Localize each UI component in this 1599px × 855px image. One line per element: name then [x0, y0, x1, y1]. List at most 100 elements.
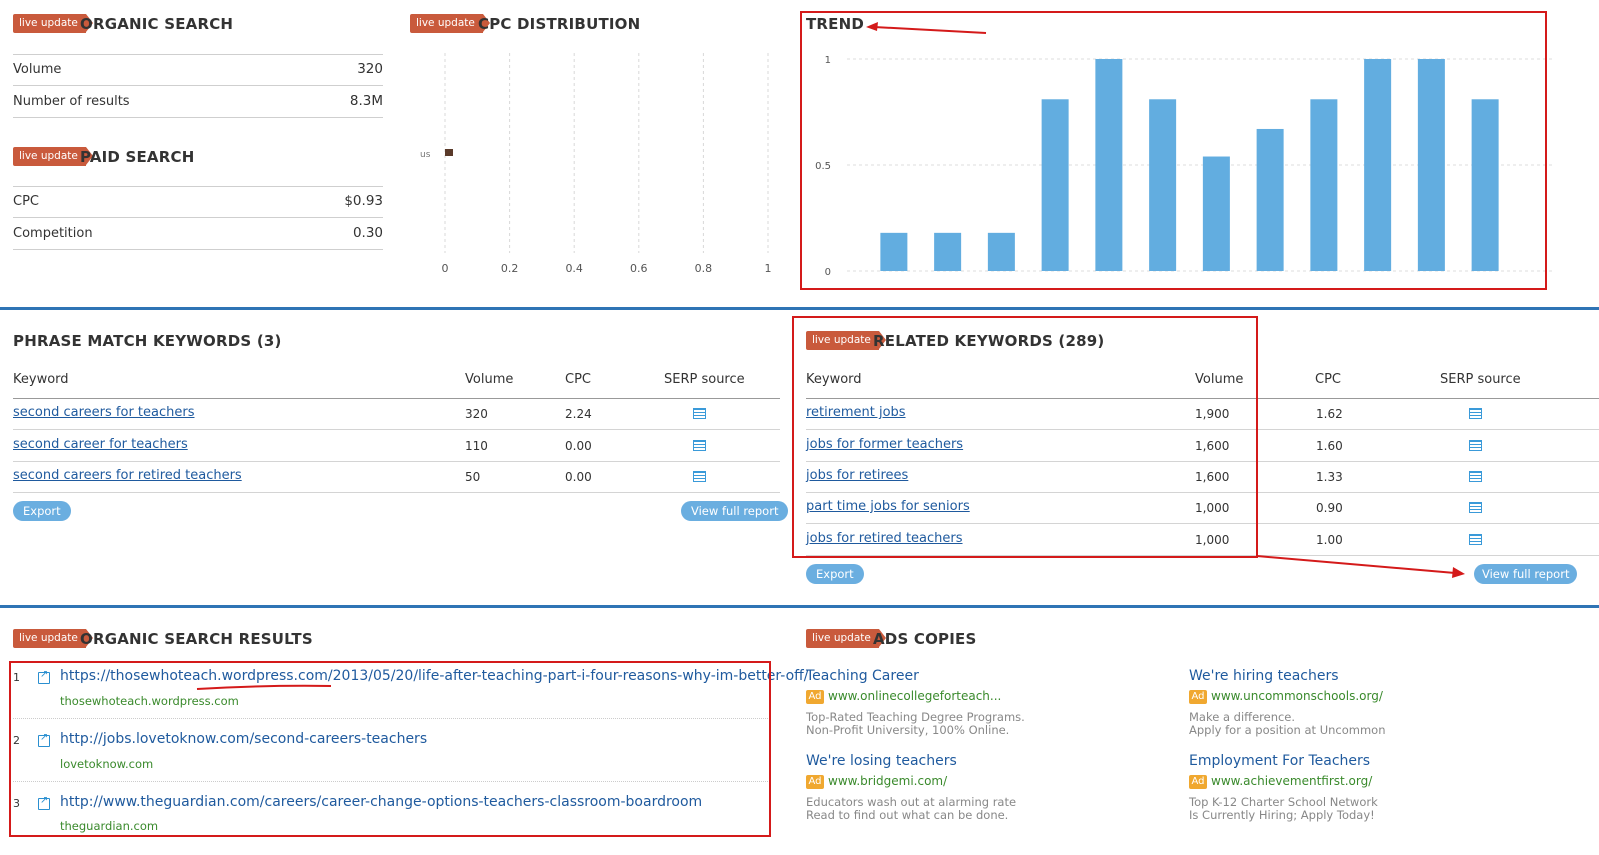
volume-cell: 1,000 — [1195, 501, 1230, 515]
col-volume: Volume — [465, 372, 514, 387]
divider — [13, 54, 383, 55]
y-tick-label: 0.5 — [815, 161, 831, 172]
cpc-cell: 1.00 — [1316, 533, 1343, 547]
ad-desc-line: Read to find out what can be done. — [806, 808, 1009, 822]
volume-cell: 1,600 — [1195, 439, 1230, 453]
table-row: second career for teachers 110 0.00 — [13, 430, 780, 462]
ad-desc-line: Top-Rated Teaching Degree Programs. — [806, 710, 1025, 724]
volume-cell: 50 — [465, 470, 481, 484]
trend-bar — [1149, 99, 1177, 271]
trend-bar — [1310, 99, 1338, 271]
trend-bar — [1095, 59, 1123, 271]
table-row: part time jobs for seniors 1,000 0.90 — [806, 492, 1599, 524]
result-domain: theguardian.com — [60, 819, 159, 833]
view-full-report-button[interactable]: View full report — [681, 501, 789, 521]
serp-source-icon[interactable] — [1469, 471, 1482, 482]
keyword-link[interactable]: retirement jobs — [806, 405, 906, 420]
cpc-distribution-title: CPC DISTRIBUTION — [478, 15, 641, 33]
serp-source-icon[interactable] — [693, 440, 706, 451]
cpc-cell: 0.00 — [565, 470, 592, 484]
keyword-link[interactable]: second careers for teachers — [13, 405, 195, 420]
result-number: 2 — [13, 734, 20, 747]
keyword-link[interactable]: jobs for former teachers — [806, 437, 964, 452]
ad-description: Educators wash out at alarming rate Read… — [806, 796, 1016, 822]
export-button[interactable]: Export — [13, 501, 71, 521]
live-update-badge: live update — [410, 14, 490, 33]
ad-description: Top K-12 Charter School Network Is Curre… — [1189, 796, 1378, 822]
col-cpc: CPC — [1315, 372, 1341, 387]
external-link-icon[interactable] — [38, 795, 50, 810]
ad-url: www.uncommonschools.org/ — [1211, 689, 1383, 703]
keyword-link[interactable]: second careers for retired teachers — [13, 468, 242, 483]
ad-title-link[interactable]: We're hiring teachers — [1189, 668, 1339, 684]
live-update-badge: live update — [806, 331, 886, 350]
live-update-badge: live update — [13, 147, 93, 166]
ad-url: www.achievementfirst.org/ — [1211, 774, 1373, 788]
ad-desc-line: Top K-12 Charter School Network — [1189, 795, 1378, 809]
volume-cell: 320 — [465, 407, 488, 421]
ad-desc-line: Is Currently Hiring; Apply Today! — [1189, 808, 1375, 822]
trend-bar — [1256, 128, 1284, 271]
serp-source-icon[interactable] — [693, 471, 706, 482]
annotation-underline — [196, 684, 332, 690]
external-link-icon[interactable] — [38, 669, 50, 684]
trend-bar — [987, 232, 1015, 271]
trend-bar — [1202, 156, 1230, 271]
col-serp: SERP source — [1440, 372, 1521, 387]
col-serp: SERP source — [664, 372, 745, 387]
keyword-link[interactable]: second career for teachers — [13, 437, 188, 452]
related-keywords-title: RELATED KEYWORDS (289) — [873, 332, 1105, 350]
result-number: 1 — [13, 671, 20, 684]
organic-search-title: ORGANIC SEARCH — [80, 15, 234, 33]
live-update-badge: live update — [13, 14, 93, 33]
live-update-badge: live update — [13, 629, 93, 648]
row-label: CPC — [13, 194, 39, 209]
ad-title-link[interactable]: Employment For Teachers — [1189, 753, 1371, 769]
volume-cell: 1,600 — [1195, 470, 1230, 484]
organic-volume-row: Volume 320 — [13, 54, 383, 86]
organic-results-highlight-box — [9, 661, 771, 837]
keyword-link[interactable]: jobs for retired teachers — [806, 531, 963, 546]
annotation-arrow — [866, 22, 987, 34]
result-url-link[interactable]: http://jobs.lovetoknow.com/second-career… — [60, 731, 428, 747]
paid-competition-row: Competition 0.30 — [13, 218, 383, 250]
serp-source-icon[interactable] — [1469, 534, 1482, 545]
keyword-link[interactable]: jobs for retirees — [806, 468, 909, 483]
keyword-link[interactable]: part time jobs for seniors — [806, 499, 970, 514]
x-tick-label: 0.8 — [695, 262, 713, 275]
organic-results-row: Number of results 8.3M — [13, 86, 383, 118]
ad-title-link[interactable]: We're losing teachers — [806, 753, 957, 769]
export-button[interactable]: Export — [806, 564, 864, 584]
x-tick-label: 0.6 — [630, 262, 648, 275]
serp-source-icon[interactable] — [1469, 440, 1482, 451]
section-separator — [0, 605, 1599, 608]
trend-chart: 10.50 — [815, 55, 1552, 278]
section-separator — [0, 307, 1599, 310]
table-row: second careers for retired teachers 50 0… — [13, 461, 780, 493]
ad-desc-line: Make a difference. — [1189, 710, 1296, 724]
cpc-cell: 0.90 — [1316, 501, 1343, 515]
external-link-icon[interactable] — [38, 732, 50, 747]
serp-source-icon[interactable] — [1469, 502, 1482, 513]
trend-bar — [1417, 59, 1445, 271]
ad-title-link[interactable]: Teaching Career — [806, 668, 919, 684]
result-url-link[interactable]: http://www.theguardian.com/careers/caree… — [60, 794, 703, 810]
cpc-cell: 1.60 — [1316, 439, 1343, 453]
x-tick-label: 0.2 — [501, 262, 518, 275]
row-value: 8.3M — [349, 93, 383, 109]
divider — [13, 398, 780, 399]
cpc-bar — [445, 149, 453, 156]
serp-source-icon[interactable] — [1469, 408, 1482, 419]
trend-bar — [1041, 99, 1069, 271]
volume-cell: 1,900 — [1195, 407, 1230, 421]
result-domain: lovetoknow.com — [60, 757, 154, 771]
view-full-report-button[interactable]: View full report — [1474, 564, 1578, 584]
cpc-distribution-chart: 0 0.2 0.4 0.6 0.8 1 us — [420, 53, 772, 275]
divider — [806, 398, 1599, 399]
serp-source-icon[interactable] — [693, 408, 706, 419]
table-row: jobs for former teachers 1,600 1.60 — [806, 430, 1599, 462]
trend-title: TREND — [806, 15, 865, 33]
result-number: 3 — [13, 797, 20, 810]
ad-desc-line: Apply for a position at Uncommon — [1189, 723, 1386, 737]
result-url-link[interactable]: https://thosewhoteach.wordpress.com/2013… — [60, 668, 809, 684]
